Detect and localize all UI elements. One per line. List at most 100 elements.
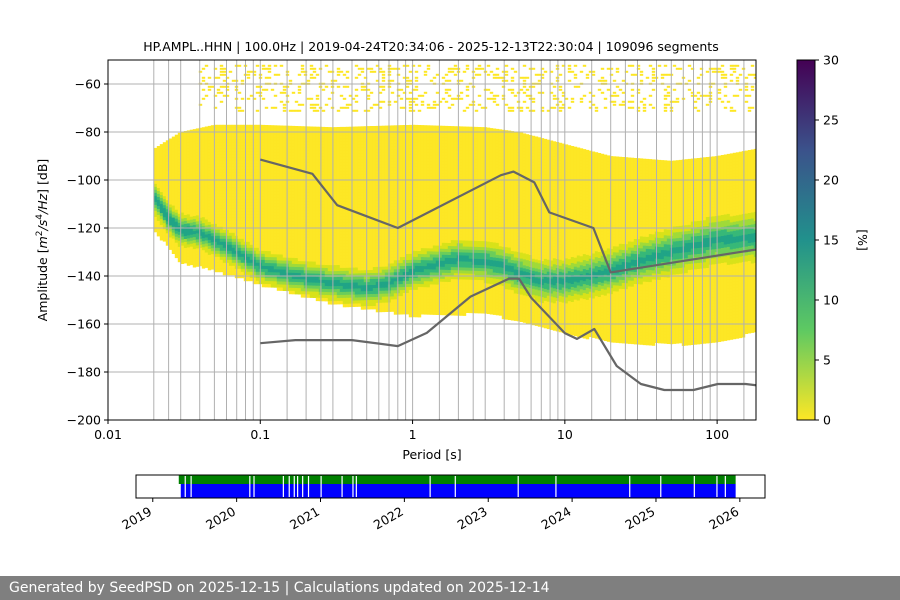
heatmap-cell (291, 158, 296, 163)
heatmap-cell (390, 197, 395, 201)
heatmap-cell (327, 217, 332, 221)
heatmap-cell (264, 173, 269, 177)
heatmap-cell (360, 135, 365, 139)
heatmap-cell (336, 232, 341, 236)
heatmap-cell (384, 305, 389, 309)
heatmap-cell (414, 148, 419, 153)
heatmap-cell (381, 278, 386, 283)
heatmap-cell (273, 197, 278, 201)
heatmap-cell (339, 288, 344, 293)
heatmap-cell (225, 193, 230, 198)
heatmap-cell (264, 284, 269, 288)
heatmap-cell (297, 126, 302, 130)
heatmap-sparse-cell (411, 64, 416, 67)
heatmap-cell (309, 249, 314, 253)
heatmap-cell (369, 276, 374, 280)
heatmap-cell (303, 138, 308, 142)
heatmap-cell (300, 141, 305, 145)
heatmap-cell (177, 198, 182, 203)
heatmap-cell (378, 275, 383, 280)
heatmap-cell (339, 264, 344, 269)
heatmap-sparse-cell (225, 85, 230, 88)
heatmap-cell (261, 163, 266, 168)
heatmap-cell (174, 134, 179, 139)
heatmap-cell (279, 125, 284, 129)
heatmap-cell (315, 135, 320, 140)
heatmap-cell (321, 201, 326, 206)
heatmap-cell (252, 277, 257, 282)
heatmap-cell (300, 261, 305, 265)
heatmap-cell (378, 248, 383, 253)
heatmap-cell (309, 213, 314, 217)
heatmap-cell (219, 157, 224, 162)
heatmap-cell (321, 189, 326, 194)
heatmap-cell (228, 217, 233, 222)
heatmap-cell (225, 157, 230, 162)
heatmap-cell (357, 252, 362, 256)
heatmap-cell (264, 209, 269, 213)
heatmap-cell (267, 125, 272, 129)
heatmap-sparse-cell (198, 70, 203, 73)
heatmap-cell (198, 169, 203, 174)
heatmap-cell (324, 169, 329, 173)
heatmap-cell (396, 263, 401, 267)
heatmap-cell (177, 135, 182, 140)
heatmap-cell (228, 142, 233, 147)
heatmap-cell (180, 257, 185, 261)
heatmap-cell (261, 232, 266, 237)
heatmap-cell (402, 260, 407, 264)
heatmap-cell (360, 195, 365, 199)
heatmap-cell (294, 204, 299, 208)
heatmap-cell (375, 167, 380, 172)
heatmap-cell (156, 227, 161, 231)
heatmap-cell (279, 188, 284, 192)
heatmap-cell (375, 269, 380, 274)
heatmap-cell (393, 239, 398, 243)
heatmap-cell (354, 234, 359, 238)
heatmap-cell (408, 268, 413, 273)
heatmap-cell (237, 124, 242, 129)
heatmap-cell (237, 262, 242, 267)
heatmap-sparse-cell (360, 85, 365, 88)
heatmap-cell (255, 166, 260, 171)
heatmap-cell (381, 170, 386, 175)
heatmap-cell (297, 129, 302, 133)
heatmap-cell (240, 166, 245, 171)
heatmap-cell (369, 237, 374, 241)
heatmap-cell (327, 265, 332, 269)
heatmap-cell (171, 229, 176, 233)
heatmap-cell (378, 296, 383, 301)
heatmap-cell (240, 127, 245, 132)
heatmap-cell (249, 181, 254, 186)
heatmap-cell (261, 130, 266, 135)
heatmap-cell (267, 185, 272, 189)
heatmap-cell (198, 148, 203, 153)
heatmap-cell (219, 244, 224, 249)
heatmap-cell (402, 131, 407, 135)
heatmap-sparse-cell (324, 64, 329, 67)
heatmap-cell (366, 219, 371, 223)
heatmap-cell (342, 195, 347, 200)
heatmap-cell (270, 275, 275, 279)
heatmap-cell (189, 219, 194, 224)
heatmap-cell (378, 290, 383, 295)
heatmap-cell (402, 248, 407, 252)
heatmap-cell (255, 154, 260, 159)
heatmap-sparse-cell (396, 94, 401, 97)
heatmap-cell (201, 256, 206, 260)
heatmap-cell (261, 271, 266, 276)
heatmap-cell (405, 203, 410, 207)
heatmap-cell (270, 281, 275, 285)
heatmap-sparse-cell (408, 70, 413, 73)
heatmap-cell (273, 236, 278, 240)
heatmap-cell (405, 200, 410, 204)
heatmap-cell (372, 300, 377, 304)
heatmap-sparse-cell (396, 88, 401, 91)
heatmap-cell (225, 259, 230, 264)
heatmap-cell (288, 140, 293, 145)
heatmap-cell (327, 271, 332, 275)
heatmap-cell (216, 217, 221, 222)
heatmap-cell (216, 262, 221, 267)
heatmap-cell (366, 177, 371, 181)
heatmap-cell (408, 232, 413, 237)
